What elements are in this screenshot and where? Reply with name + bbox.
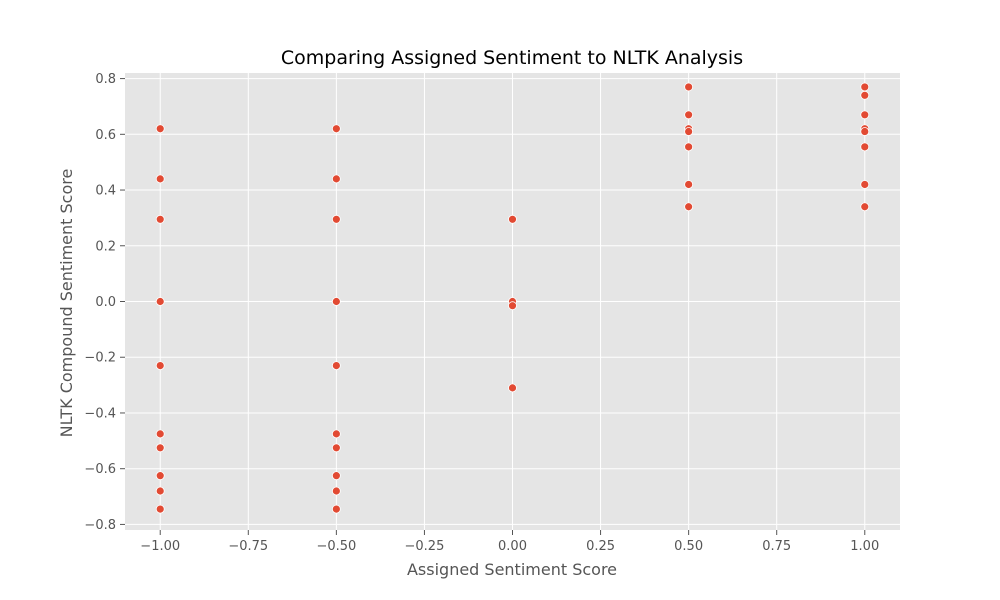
y-tick-label: 0.8: [95, 72, 116, 87]
scatter-point: [155, 297, 165, 306]
scatter-point: [331, 429, 341, 439]
scatter-point: [155, 486, 165, 496]
scatter-point: [155, 429, 165, 439]
scatter-point: [684, 202, 694, 212]
x-tick-label: 0.50: [674, 539, 703, 554]
y-axis-label: NLTK Compound Sentiment Score: [57, 169, 76, 438]
scatter-point: [860, 180, 870, 189]
x-tick-label: −0.50: [316, 539, 356, 554]
x-axis-label: Assigned Sentiment Score: [407, 560, 617, 579]
scatter-point: [155, 471, 165, 481]
x-tick-label: −0.75: [228, 539, 268, 554]
scatter-point: [860, 110, 870, 120]
scatter-point: [508, 214, 517, 224]
scatter-point: [331, 486, 341, 496]
x-tick-label: 0.75: [762, 539, 791, 554]
scatter-point: [331, 471, 341, 481]
x-tick-label: 0.25: [586, 539, 615, 554]
scatter-point: [331, 214, 341, 224]
scatter-point: [684, 110, 694, 120]
scatter-point: [860, 142, 870, 152]
y-tick-label: 0.6: [95, 128, 116, 143]
scatter-point: [331, 443, 341, 453]
y-tick-label: −0.4: [84, 406, 116, 421]
y-tick-label: 0.2: [95, 239, 116, 254]
scatter-point: [331, 124, 341, 134]
scatter-point: [508, 301, 517, 311]
y-tick-label: 0.0: [95, 295, 116, 310]
scatter-point: [331, 174, 341, 184]
y-tick-label: −0.6: [84, 462, 116, 477]
x-tick-label: −0.25: [405, 539, 445, 554]
scatter-point: [155, 124, 165, 134]
x-tick-label: 1.00: [850, 539, 879, 554]
y-tick-label: −0.8: [84, 518, 116, 533]
scatter-point: [860, 127, 870, 136]
scatter-point: [684, 142, 694, 152]
scatter-point: [155, 443, 165, 453]
scatter-point: [155, 504, 165, 514]
chart-title: Comparing Assigned Sentiment to NLTK Ana…: [281, 47, 743, 69]
x-axis-ticks: −1.00 −0.75 −0.50 −0.25 0.00 0.25 0.50 0.75 1.00: [140, 530, 879, 554]
scatter-point: [508, 383, 517, 393]
scatter-point: [860, 202, 870, 212]
scatter-point: [331, 504, 341, 514]
scatter-point: [331, 361, 341, 370]
scatter-point: [155, 174, 165, 184]
grid-lines: [125, 73, 900, 530]
scatter-point: [155, 361, 165, 370]
y-axis-ticks: −0.8 −0.6 −0.4 −0.2 0.0 0.2 0.4 0.6 0.8: [84, 72, 125, 533]
data-points: [155, 82, 870, 514]
x-tick-label: 0.00: [498, 539, 527, 554]
scatter-point: [860, 90, 870, 100]
scatter-point: [155, 214, 165, 224]
scatter-point: [684, 127, 694, 136]
y-tick-label: 0.4: [95, 184, 116, 199]
scatter-point: [684, 180, 694, 189]
scatter-point: [331, 297, 341, 306]
scatter-point: [860, 82, 870, 92]
x-tick-label: −1.00: [140, 539, 180, 554]
y-tick-label: −0.2: [84, 351, 116, 366]
scatter-point: [684, 82, 694, 92]
